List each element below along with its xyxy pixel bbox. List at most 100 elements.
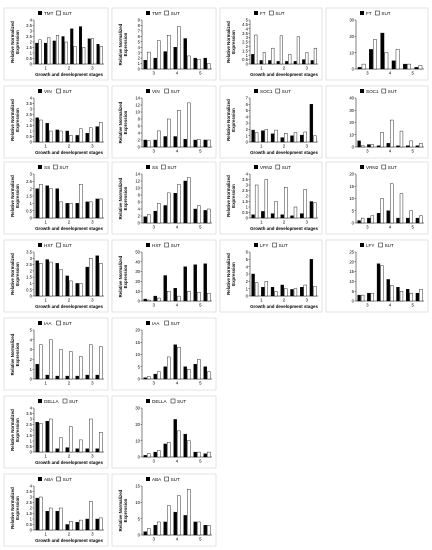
y-tick-label: 3.5 [26, 489, 32, 494]
y-tick-label: 0 [352, 145, 355, 150]
y-tick-label: 3.5 [26, 411, 32, 416]
bar-sut [177, 495, 181, 536]
legend-label-tmt: FT [366, 11, 372, 16]
x-tick-label: 2 [68, 220, 71, 225]
y-tick-label: 10 [349, 132, 354, 137]
x-axis-label: Growth and development stages [35, 460, 103, 465]
y-tick-label: 8 [138, 117, 141, 122]
legend-swatch-sut [381, 88, 387, 94]
legend-swatch-sut [164, 242, 169, 248]
bar-aba [75, 522, 79, 531]
chart-panel-15: LFY SUT 0 1 2 3 4 5 6 Relative Normalized Expressi… [219, 239, 323, 313]
chart-panel-10: SS SUT 0 2 4 6 8 10 12 14 Relative Normalized Expre… [111, 161, 217, 235]
bar-sut [373, 39, 377, 70]
y-tick-label: 7 [138, 28, 141, 33]
legend: VIN SUT [38, 88, 72, 94]
y-tick-label: 2 [246, 44, 249, 49]
y-tick-label: 4 [138, 45, 141, 50]
legend-swatch-sut [170, 398, 176, 404]
bar-sut [55, 35, 59, 65]
bar-della [143, 455, 147, 458]
bar-tmt [44, 42, 48, 65]
bar-lfy [386, 279, 390, 302]
bar-iaa [65, 375, 69, 380]
y-tick-label: 1 [30, 439, 33, 444]
bar-sut [271, 47, 275, 65]
bar-ft [302, 59, 306, 65]
y-tick-label: 4 [138, 131, 141, 136]
y-tick-label: 4.5 [242, 22, 248, 27]
y-tick-label: 7 [246, 96, 249, 101]
legend: SS SUT [146, 164, 177, 170]
y-tick-label: 5 [352, 289, 355, 294]
bar-vin [95, 126, 99, 143]
bar-hxt [45, 259, 49, 297]
bar-iaa [203, 366, 207, 380]
y-tick-label: 20 [135, 279, 140, 284]
x-tick-label: 1 [44, 66, 47, 71]
x-tick-label: 2 [68, 66, 71, 71]
bar-iaa [35, 364, 39, 380]
y-tick-label: 10 [135, 186, 140, 191]
bar-vin [65, 130, 69, 143]
legend-swatch-sut [56, 320, 61, 326]
legend: SOC1 SUT [360, 88, 397, 94]
bar-sut [89, 127, 93, 143]
bar-sut [64, 41, 68, 65]
bar-hxt [85, 266, 89, 297]
legend-swatch-tmt [38, 321, 42, 325]
legend: HXT SUT [38, 242, 72, 248]
legend-label-tmt: TMT [44, 11, 54, 16]
y-axis-label: Expression [123, 264, 128, 288]
y-tick-label: 15 [349, 184, 354, 189]
x-tick-label: 3 [305, 220, 308, 225]
y-tick-label: 3.5 [242, 177, 248, 182]
bar-sut [360, 294, 365, 302]
x-tick-label: 3 [366, 149, 369, 154]
y-tick-label: 0 [30, 528, 33, 533]
y-tick-label: 50 [135, 250, 140, 255]
legend-label-tmt: IAA [44, 321, 52, 326]
y-tick-label: 40 [349, 96, 354, 101]
legend: ABA SUT [146, 476, 180, 482]
y-tick-label: 2.5 [26, 179, 32, 184]
legend-label-tmt: LFY [260, 243, 268, 248]
bar-sut [89, 418, 93, 453]
x-tick-label: 3 [305, 144, 308, 149]
y-tick-label: 20 [349, 259, 354, 264]
bar-ft [391, 60, 396, 70]
chart-panel-12: VRN2 SUT 0 5 10 15 20 3 4 5 [325, 161, 429, 235]
x-tick-label: 1 [260, 144, 263, 149]
bar-sut [167, 442, 171, 458]
legend-label-sut: SUT [177, 399, 186, 404]
bar-sut [313, 202, 317, 219]
bar-sut [157, 371, 161, 380]
y-tick-label: 10 [135, 500, 140, 505]
x-tick-label: 4 [389, 71, 392, 76]
bar-sut [157, 297, 161, 302]
bar-lfy [280, 284, 284, 297]
legend: TMT SUT [146, 10, 180, 16]
y-tick-label: 3 [246, 35, 249, 40]
bar-soc1 [300, 134, 304, 143]
bar-sut [264, 281, 268, 297]
y-tick-label: 4 [246, 264, 249, 269]
legend-swatch-sut [275, 164, 281, 170]
x-tick-label: 5 [199, 381, 202, 386]
bar-sut [49, 188, 53, 219]
bar-sut [147, 51, 151, 70]
bar-ss [143, 216, 147, 224]
x-axis-label: Growth and development stages [250, 150, 318, 155]
bar-della [193, 451, 197, 458]
y-axis-label: Relative Normalized [118, 101, 123, 143]
bar-ss [45, 185, 49, 219]
legend-swatch-sut [275, 88, 281, 94]
y-axis-label: Expression [15, 418, 20, 442]
bar-vrn2 [261, 211, 265, 219]
chart-panel-9: SS SUT 0 0.5 1 1.5 2 2.5 3 Relative Normalized Exp… [3, 161, 109, 235]
panel-border [219, 7, 323, 81]
bar-vin [163, 136, 167, 148]
y-tick-label: 4 [246, 114, 249, 119]
